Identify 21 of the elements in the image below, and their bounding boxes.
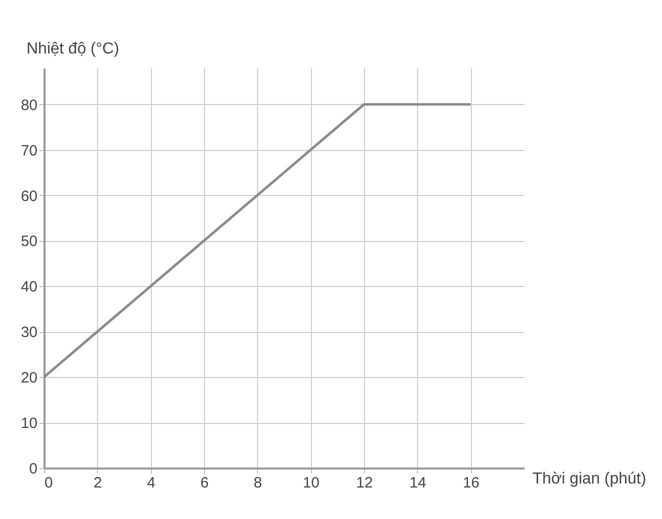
- y-tick-label: 10: [20, 415, 38, 432]
- x-tick-label: 0: [44, 474, 53, 492]
- x-tick-label: 6: [200, 474, 209, 492]
- y-tick-label: 30: [20, 324, 38, 342]
- y-axis-title: Nhiệt độ (°C): [26, 40, 120, 58]
- y-tick-label: 50: [20, 233, 38, 250]
- x-tick-label: 2: [94, 474, 102, 492]
- x-axis-title: Thời gian (phút): [532, 470, 646, 488]
- x-tick-label: 4: [146, 474, 156, 492]
- x-tick-label: 8: [254, 474, 262, 492]
- y-tick-label: 0: [29, 460, 38, 478]
- y-tick-label: 70: [20, 142, 38, 160]
- y-tick-label: 80: [20, 96, 38, 114]
- x-tick-label: 10: [302, 474, 320, 492]
- y-tick-label: 60: [20, 188, 38, 205]
- x-tick-label: 12: [356, 474, 373, 492]
- line-series: [44, 103, 472, 378]
- x-tick-label: 16: [462, 474, 480, 492]
- x-tick-label: 14: [409, 474, 426, 492]
- y-tick-label: 40: [20, 278, 38, 296]
- y-tick-label: 20: [20, 370, 38, 387]
